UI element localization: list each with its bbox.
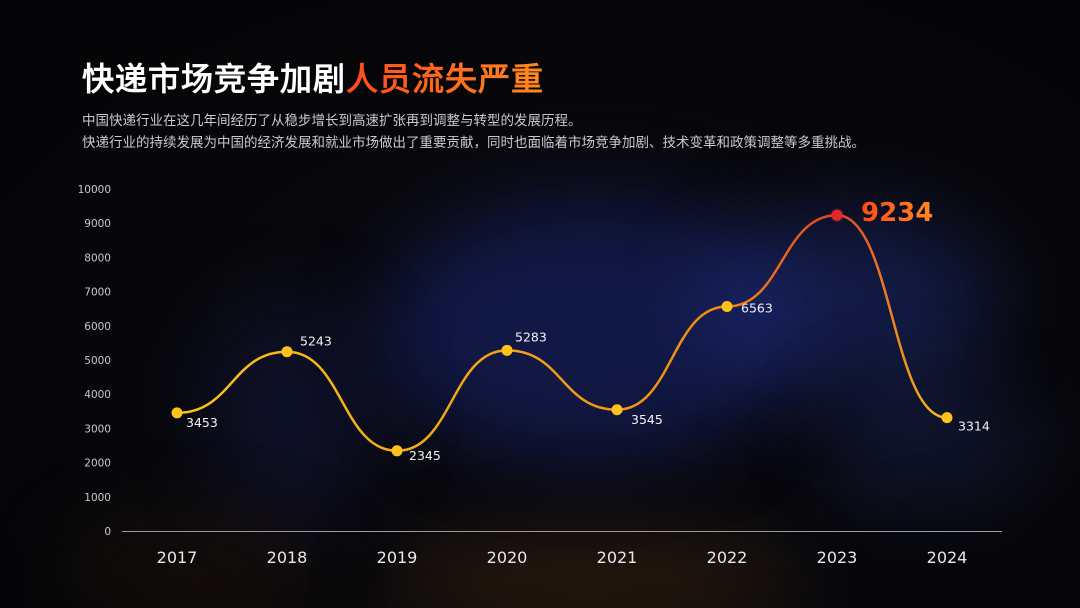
highlight-point: [831, 209, 843, 221]
data-point: [391, 445, 403, 457]
y-tick-label: 6000: [84, 321, 111, 333]
data-label: 3545: [631, 412, 663, 427]
x-tick-label: 2017: [157, 548, 198, 567]
series-line: [175, 213, 949, 453]
page-title: 快递市场竞争加剧人员流失严重: [82, 54, 544, 100]
y-tick-label: 5000: [84, 355, 111, 367]
data-label: 6563: [741, 301, 773, 316]
y-tick-label: 2000: [84, 458, 111, 470]
data-label: 5243: [300, 334, 332, 349]
x-tick-label: 2022: [707, 548, 748, 567]
x-tick-label: 2024: [927, 548, 968, 567]
y-tick-label: 7000: [84, 287, 111, 299]
x-tick-label: 2021: [597, 548, 638, 567]
data-point: [611, 404, 623, 416]
title-main: 快递市场竞争加剧: [82, 60, 347, 98]
highlight-data-label: 9234: [861, 198, 933, 228]
data-point: [281, 346, 293, 358]
data-label: 3314: [958, 419, 990, 434]
data-point: [501, 344, 513, 356]
data-point: [721, 301, 733, 313]
y-tick-label: 10000: [78, 184, 111, 196]
data-point: [941, 412, 953, 424]
page-subtitle: 中国快递行业在这几年间经历了从稳步增长到高速扩张再到调整与转型的发展历程。 快递…: [82, 110, 865, 154]
y-tick-label: 3000: [84, 423, 111, 435]
x-tick-label: 2019: [377, 548, 418, 567]
x-tick-label: 2020: [487, 548, 528, 567]
subtitle-line-2: 快递行业的持续发展为中国的经济发展和就业市场做出了重要贡献，同时也面临着市场竞争…: [82, 135, 865, 151]
data-point: [171, 407, 183, 419]
x-tick-label: 2023: [817, 548, 858, 567]
data-label: 5283: [515, 329, 547, 344]
subtitle-line-1: 中国快递行业在这几年间经历了从稳步增长到高速扩张再到调整与转型的发展历程。: [82, 113, 582, 129]
y-tick-label: 1000: [84, 492, 111, 504]
y-tick-label: 8000: [84, 252, 111, 264]
x-tick-label: 2018: [267, 548, 308, 567]
y-tick-label: 4000: [84, 389, 111, 401]
data-label: 3453: [186, 415, 218, 430]
y-tick-label: 0: [104, 526, 111, 538]
data-label: 2345: [409, 448, 441, 463]
y-tick-label: 9000: [84, 218, 111, 230]
title-accent: 人员流失严重: [346, 60, 545, 98]
